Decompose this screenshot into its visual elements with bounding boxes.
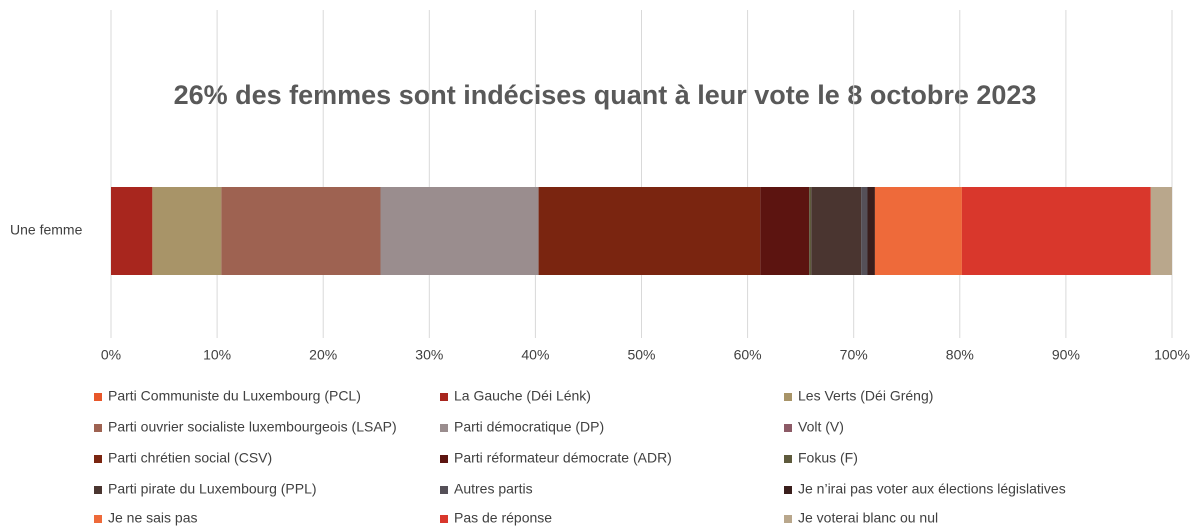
legend-label: La Gauche (Déi Lénk) <box>454 388 591 404</box>
legend-label: Je ne sais pas <box>108 510 198 526</box>
bar-segment <box>961 187 1151 275</box>
legend-swatch <box>94 424 102 432</box>
bar-segment <box>811 187 862 275</box>
legend-swatch <box>784 393 792 401</box>
bar-segment <box>760 187 810 275</box>
legend-label: Fokus (F) <box>798 450 858 466</box>
x-tick-label: 0% <box>101 347 121 363</box>
x-tick-label: 60% <box>734 347 762 363</box>
legend-swatch <box>440 486 448 494</box>
bar-segment <box>867 187 875 275</box>
bar-segment <box>380 187 539 275</box>
legend-label: Parti réformateur démocrate (ADR) <box>454 450 672 466</box>
bar-segment <box>861 187 868 275</box>
x-tick-label: 100% <box>1154 347 1190 363</box>
legend-label: Parti pirate du Luxembourg (PPL) <box>108 481 317 497</box>
legend-swatch <box>94 455 102 463</box>
x-tick-label: 90% <box>1052 347 1080 363</box>
x-tick-label: 20% <box>309 347 337 363</box>
legend-swatch <box>440 424 448 432</box>
bar-segment <box>874 187 962 275</box>
x-tick-label: 50% <box>627 347 655 363</box>
legend-swatch <box>440 455 448 463</box>
x-tick-label: 10% <box>203 347 231 363</box>
legend-swatch <box>94 486 102 494</box>
bar-segment <box>221 187 381 275</box>
legend-label: Je voterai blanc ou nul <box>798 510 938 526</box>
category-label: Une femme <box>10 222 83 238</box>
x-tick-label: 30% <box>415 347 443 363</box>
legend-label: Parti ouvrier socialiste luxembourgeois … <box>108 419 397 435</box>
legend-swatch <box>784 486 792 494</box>
bar-segment <box>809 187 812 275</box>
x-tick-label: 70% <box>840 347 868 363</box>
legend-swatch <box>440 515 448 523</box>
bar-segment <box>152 187 222 275</box>
legend-label: Parti Communiste du Luxembourg (PCL) <box>108 388 361 404</box>
legend-label: Parti chrétien social (CSV) <box>108 450 272 466</box>
legend-swatch <box>784 455 792 463</box>
bar-segment <box>111 187 153 275</box>
legend-swatch <box>440 393 448 401</box>
x-tick-label: 80% <box>946 347 974 363</box>
x-tick-label: 40% <box>521 347 549 363</box>
legend-label: Volt (V) <box>798 419 844 435</box>
legend-swatch <box>94 515 102 523</box>
bar-segment <box>538 187 761 275</box>
legend-label: Parti démocratique (DP) <box>454 419 604 435</box>
bar-segment <box>1150 187 1172 275</box>
legend-swatch <box>94 393 102 401</box>
legend-swatch <box>784 515 792 523</box>
legend-swatch <box>784 424 792 432</box>
legend-label: Les Verts (Déi Gréng) <box>798 388 933 404</box>
legend-label: Pas de réponse <box>454 510 552 526</box>
legend-label: Je n’irai pas voter aux élections législ… <box>798 481 1066 497</box>
legend-label: Autres partis <box>454 481 533 497</box>
chart-title: 26% des femmes sont indécises quant à le… <box>174 80 1037 110</box>
